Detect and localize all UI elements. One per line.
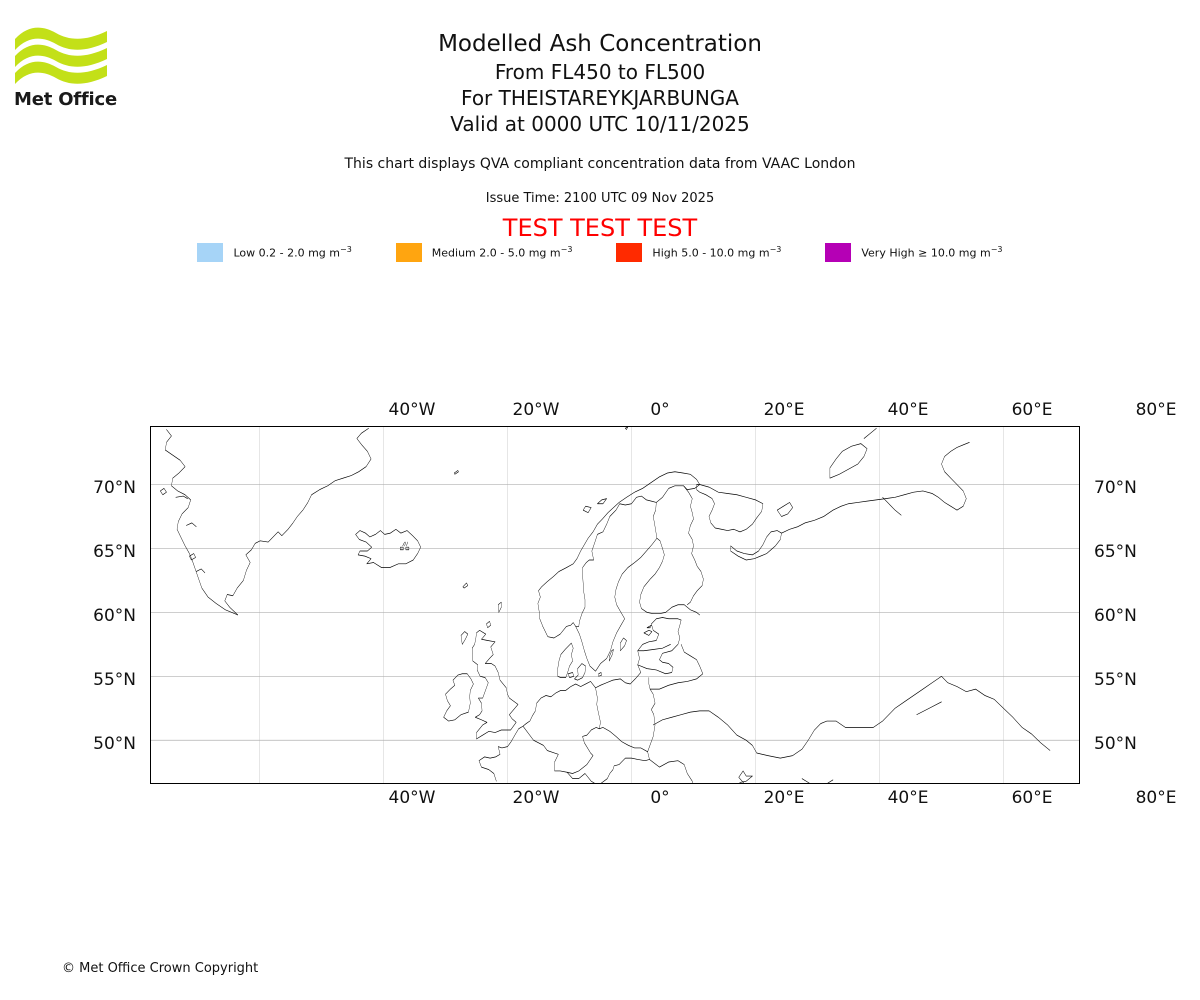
- lon-tick-top-0: 40°W: [388, 400, 436, 420]
- met-office-wave-mark: [15, 27, 107, 84]
- legend-label-low-exponent: −3: [339, 245, 352, 255]
- lat-tick-left-70: 70°N: [93, 478, 136, 498]
- legend-label-low-text: Low 0.2 - 2.0 mg m: [233, 246, 340, 260]
- lat-tick-right-50: 50°N: [1094, 734, 1137, 754]
- lon-tick-top-2: 0°: [650, 400, 670, 420]
- legend-label-medium-text: Medium 2.0 - 5.0 mg m: [431, 246, 561, 260]
- lon-tick-top-3: 20°E: [763, 400, 805, 420]
- legend-label-medium: Medium 2.0 - 5.0 mg m−3: [432, 245, 573, 260]
- issue-time-text: Issue Time: 2100 UTC 09 Nov 2025: [485, 191, 715, 206]
- legend-label-very-high-exponent: −3: [990, 245, 1003, 255]
- lon-tick-bottom-6: 80°E: [1135, 788, 1177, 808]
- lon-tick-bottom-0: 40°W: [388, 788, 436, 808]
- chart-title-block: Modelled Ash Concentration From FL450 to…: [0, 30, 1200, 137]
- volcano-subtitle: For THEISTAREYKJARBUNGA: [461, 86, 739, 110]
- page-title: Modelled Ash Concentration: [438, 31, 762, 57]
- lon-tick-bottom-3: 20°E: [763, 788, 805, 808]
- legend-label-high-text: High 5.0 - 10.0 mg m: [652, 246, 770, 260]
- map-geography: [151, 427, 1079, 783]
- test-banner: TEST TEST TEST: [502, 214, 698, 242]
- met-office-logo-text: Met Office: [14, 89, 118, 110]
- legend-item-low: Low 0.2 - 2.0 mg m−3: [197, 243, 352, 262]
- legend-label-very-high-text: Very High ≥ 10.0 mg m: [861, 246, 991, 260]
- lon-tick-top-1: 20°W: [512, 400, 560, 420]
- lat-tick-right-55: 55°N: [1094, 670, 1137, 690]
- lon-tick-bottom-4: 40°E: [887, 788, 929, 808]
- flight-level-subtitle: From FL450 to FL500: [494, 60, 706, 84]
- map-gridlines: [151, 427, 1079, 783]
- lat-tick-left-50: 50°N: [93, 734, 136, 754]
- lat-tick-right-70: 70°N: [1094, 478, 1137, 498]
- legend-label-high: High 5.0 - 10.0 mg m−3: [652, 245, 781, 260]
- chart-description-note: This chart displays QVA compliant concen…: [344, 156, 856, 172]
- legend-swatch-very-high: [825, 243, 852, 262]
- legend-label-medium-exponent: −3: [560, 245, 573, 255]
- legend-item-very-high: Very High ≥ 10.0 mg m−3: [825, 243, 1003, 262]
- lat-tick-left-65: 65°N: [93, 542, 136, 562]
- legend-swatch-high: [616, 243, 643, 262]
- concentration-legend: Low 0.2 - 2.0 mg m−3 Medium 2.0 - 5.0 mg…: [0, 243, 1200, 262]
- lon-tick-bottom-1: 20°W: [512, 788, 560, 808]
- legend-label-low: Low 0.2 - 2.0 mg m−3: [233, 245, 351, 260]
- legend-swatch-low: [197, 243, 224, 262]
- lat-tick-left-55: 55°N: [93, 670, 136, 690]
- legend-item-medium: Medium 2.0 - 5.0 mg m−3: [395, 243, 573, 262]
- lon-tick-top-6: 80°E: [1135, 400, 1177, 420]
- map-coastlines: [160, 427, 1051, 783]
- lon-tick-bottom-2: 0°: [650, 788, 670, 808]
- map-plot-frame: [150, 426, 1080, 784]
- lat-tick-right-60: 60°N: [1094, 606, 1137, 626]
- legend-item-high: High 5.0 - 10.0 mg m−3: [616, 243, 781, 262]
- copyright-text: © Met Office Crown Copyright: [62, 961, 259, 976]
- ash-concentration-map[interactable]: 40°W 20°W 0° 20°E 40°E 60°E 80°E 40°W 20…: [93, 400, 1176, 808]
- lat-tick-right-65: 65°N: [1094, 542, 1137, 562]
- lon-tick-bottom-5: 60°E: [1011, 788, 1053, 808]
- met-office-logo: Met Office: [14, 26, 124, 116]
- legend-swatch-medium: [395, 243, 422, 262]
- lon-tick-top-5: 60°E: [1011, 400, 1053, 420]
- lat-tick-left-60: 60°N: [93, 606, 136, 626]
- legend-label-very-high: Very High ≥ 10.0 mg m−3: [861, 245, 1002, 260]
- legend-label-high-exponent: −3: [769, 245, 782, 255]
- lon-tick-top-4: 40°E: [887, 400, 929, 420]
- valid-time-subtitle: Valid at 0000 UTC 10/11/2025: [450, 112, 750, 136]
